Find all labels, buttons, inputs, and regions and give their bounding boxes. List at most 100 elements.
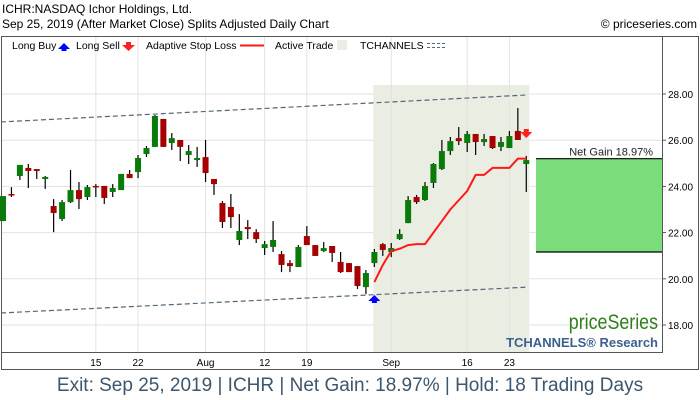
candle: [354, 266, 361, 289]
candle-body: [16, 164, 23, 177]
y-tick-label: 28.00: [668, 90, 693, 101]
candle: [438, 139, 445, 170]
legend: Long Buy Long Sell Adaptive Stop Loss Ac…: [12, 40, 446, 52]
candle-body: [422, 185, 428, 201]
candle-body: [118, 173, 125, 191]
candle-body: [464, 133, 471, 143]
chart-title: ICHR:NASDAQ Ichor Holdings, Ltd.: [2, 2, 192, 16]
candle: [177, 139, 184, 161]
candle: [168, 133, 175, 150]
net-gain-label: Net Gain 18.97%: [569, 147, 653, 159]
candle-body: [177, 139, 184, 147]
candle-body: [261, 244, 268, 249]
grid-vertical: [95, 37, 510, 352]
candle: [422, 182, 428, 201]
candle: [295, 245, 302, 268]
candle: [253, 229, 260, 243]
red-down-arrow-icon: [122, 42, 135, 51]
net-gain-box: Net Gain 18.97%: [536, 147, 662, 253]
candle: [430, 163, 437, 189]
candle-body: [312, 245, 319, 256]
candle-body: [396, 233, 403, 240]
candle: [413, 194, 420, 204]
candle-body: [8, 194, 15, 196]
candle-body: [472, 133, 479, 143]
candle-body: [278, 254, 285, 265]
candle: [143, 145, 150, 158]
candle: [59, 200, 66, 222]
candle-body: [33, 169, 40, 171]
candle: [455, 127, 462, 146]
candle: [346, 263, 353, 273]
candle-body: [329, 245, 336, 253]
candle-body: [354, 266, 361, 286]
candle: [379, 242, 386, 256]
candle: [472, 133, 479, 155]
x-tick-label: 23: [504, 358, 516, 369]
candle-body: [405, 200, 412, 224]
candle-body: [481, 139, 488, 143]
candle: [261, 240, 268, 256]
candle: [202, 139, 209, 183]
long-sell-arrow-icon: [520, 128, 533, 138]
candle: [523, 155, 530, 192]
priceseries-logo: priceSeries: [569, 311, 658, 335]
candle-body: [135, 157, 142, 173]
x-tick-label: 22: [132, 358, 144, 369]
candle: [194, 146, 201, 167]
candle-body: [126, 173, 133, 179]
candle-body: [430, 163, 437, 183]
candle: [109, 184, 116, 198]
candle: [371, 249, 378, 268]
candle: [396, 229, 403, 240]
tchannels-research-logo: TCHANNELS® Research: [506, 335, 658, 350]
candle-body: [25, 167, 32, 171]
candles: [0, 108, 530, 295]
candle: [84, 185, 91, 201]
legend-active-trade: Active Trade: [275, 40, 334, 52]
tchannels-swatch-icon: [427, 43, 446, 48]
candle: [211, 179, 217, 195]
candle: [481, 133, 488, 146]
candle-body: [202, 157, 209, 174]
x-tick-label: 15: [90, 358, 102, 369]
candle: [118, 173, 125, 191]
legend-tchannels: TCHANNELS: [360, 40, 424, 52]
candle-body: [92, 185, 99, 188]
candle-body: [75, 190, 82, 200]
candle: [506, 130, 513, 149]
candle: [25, 163, 32, 189]
candle: [514, 108, 521, 140]
candle: [0, 196, 6, 222]
candle-body: [371, 252, 378, 264]
candle-body: [346, 263, 353, 273]
candle-body: [388, 248, 395, 253]
candle-body: [337, 261, 344, 273]
candle: [286, 260, 293, 273]
x-axis: 15 22 Aug 12 19 Sep 16 23: [90, 358, 515, 369]
candle-body: [413, 197, 420, 203]
candle: [489, 136, 496, 149]
x-tick-label: Aug: [197, 358, 215, 369]
candle: [388, 242, 395, 258]
candle-body: [244, 227, 251, 230]
candle-body: [160, 118, 167, 147]
y-tick-label: 20.00: [668, 275, 693, 286]
candle-body: [523, 160, 530, 164]
candle: [320, 242, 327, 253]
candle-body: [151, 115, 158, 147]
y-tick-label: 24.00: [668, 182, 693, 193]
candle: [219, 200, 226, 228]
adaptive-stop-loss-line: [373, 157, 527, 283]
legend-long-sell: Long Sell: [76, 40, 120, 52]
x-tick-label: 16: [462, 358, 474, 369]
candle: [497, 136, 504, 152]
candle: [8, 187, 15, 198]
trade-arrows: [368, 128, 533, 304]
x-tick-label: 19: [301, 358, 313, 369]
candle-body: [236, 230, 243, 240]
candle-body: [303, 236, 310, 246]
candle-body: [168, 138, 175, 143]
x-tick-label: Sep: [382, 358, 400, 369]
